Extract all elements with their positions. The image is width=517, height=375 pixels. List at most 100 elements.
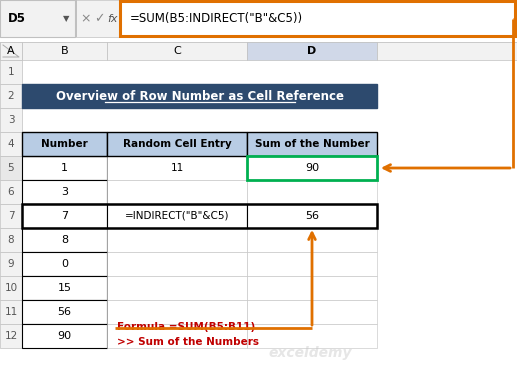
Text: Random Cell Entry: Random Cell Entry xyxy=(123,139,232,149)
FancyBboxPatch shape xyxy=(107,324,247,348)
FancyBboxPatch shape xyxy=(0,42,22,60)
Text: 4: 4 xyxy=(8,139,14,149)
Text: Overview of Row Number as Cell Reference: Overview of Row Number as Cell Reference xyxy=(55,90,343,102)
FancyBboxPatch shape xyxy=(0,276,517,300)
FancyBboxPatch shape xyxy=(22,300,107,324)
Text: 11: 11 xyxy=(171,163,184,173)
FancyBboxPatch shape xyxy=(247,132,377,156)
FancyBboxPatch shape xyxy=(0,276,22,300)
Text: 1: 1 xyxy=(61,163,68,173)
FancyBboxPatch shape xyxy=(107,252,247,276)
Text: =SUM(B5:INDIRECT("B"&C5)): =SUM(B5:INDIRECT("B"&C5)) xyxy=(130,12,303,25)
Text: Number: Number xyxy=(41,139,88,149)
FancyBboxPatch shape xyxy=(0,108,517,132)
FancyBboxPatch shape xyxy=(119,0,120,37)
FancyBboxPatch shape xyxy=(0,180,22,204)
Text: 0: 0 xyxy=(61,259,68,269)
FancyBboxPatch shape xyxy=(0,228,517,252)
FancyBboxPatch shape xyxy=(22,276,107,300)
FancyBboxPatch shape xyxy=(0,42,517,60)
FancyBboxPatch shape xyxy=(0,252,22,276)
Text: 8: 8 xyxy=(61,235,68,245)
FancyBboxPatch shape xyxy=(247,300,377,324)
Text: Formula =SUM(B5:B11): Formula =SUM(B5:B11) xyxy=(117,322,255,332)
Text: 3: 3 xyxy=(61,187,68,197)
FancyBboxPatch shape xyxy=(247,42,377,60)
FancyBboxPatch shape xyxy=(247,252,377,276)
Text: C: C xyxy=(173,46,181,56)
Text: 11: 11 xyxy=(4,307,18,317)
Text: 6: 6 xyxy=(8,187,14,197)
Text: 1: 1 xyxy=(8,67,14,77)
Text: ▼: ▼ xyxy=(63,14,69,23)
Text: B: B xyxy=(60,46,68,56)
FancyBboxPatch shape xyxy=(22,132,107,156)
Text: 56: 56 xyxy=(57,307,71,317)
Text: 7: 7 xyxy=(61,211,68,221)
Text: fx: fx xyxy=(107,13,117,24)
Text: 90: 90 xyxy=(305,163,319,173)
FancyBboxPatch shape xyxy=(75,0,77,37)
Text: D5: D5 xyxy=(8,12,26,25)
FancyBboxPatch shape xyxy=(0,204,22,228)
Text: D: D xyxy=(308,46,316,56)
FancyBboxPatch shape xyxy=(0,228,22,252)
Text: ✓: ✓ xyxy=(94,12,104,25)
Text: >> Sum of the Numbers: >> Sum of the Numbers xyxy=(117,337,259,347)
Text: 7: 7 xyxy=(8,211,14,221)
FancyBboxPatch shape xyxy=(22,228,107,252)
Text: ×: × xyxy=(81,12,91,25)
FancyBboxPatch shape xyxy=(0,324,22,348)
Text: 56: 56 xyxy=(305,211,319,221)
FancyBboxPatch shape xyxy=(0,180,517,204)
Text: Sum of the Number: Sum of the Number xyxy=(255,139,369,149)
FancyBboxPatch shape xyxy=(247,228,377,252)
FancyBboxPatch shape xyxy=(107,300,247,324)
FancyBboxPatch shape xyxy=(22,180,107,204)
FancyBboxPatch shape xyxy=(0,300,22,324)
FancyBboxPatch shape xyxy=(247,180,377,204)
FancyBboxPatch shape xyxy=(22,156,107,180)
FancyBboxPatch shape xyxy=(0,300,517,324)
FancyBboxPatch shape xyxy=(22,42,107,60)
FancyBboxPatch shape xyxy=(120,1,515,36)
FancyBboxPatch shape xyxy=(107,204,247,228)
FancyBboxPatch shape xyxy=(107,276,247,300)
Text: 2: 2 xyxy=(8,91,14,101)
FancyBboxPatch shape xyxy=(22,84,377,108)
FancyBboxPatch shape xyxy=(247,156,377,180)
FancyBboxPatch shape xyxy=(0,42,22,60)
FancyBboxPatch shape xyxy=(0,204,517,228)
FancyBboxPatch shape xyxy=(107,42,247,60)
Text: 3: 3 xyxy=(8,115,14,125)
FancyBboxPatch shape xyxy=(0,60,517,84)
Text: 10: 10 xyxy=(5,283,18,293)
Text: =INDIRECT("B"&C5): =INDIRECT("B"&C5) xyxy=(125,211,229,221)
Text: 15: 15 xyxy=(57,283,71,293)
FancyBboxPatch shape xyxy=(0,252,517,276)
FancyBboxPatch shape xyxy=(107,180,247,204)
FancyBboxPatch shape xyxy=(377,42,517,60)
FancyBboxPatch shape xyxy=(247,276,377,300)
FancyBboxPatch shape xyxy=(0,156,22,180)
FancyBboxPatch shape xyxy=(247,204,377,228)
FancyBboxPatch shape xyxy=(107,132,247,156)
FancyBboxPatch shape xyxy=(0,0,75,37)
FancyBboxPatch shape xyxy=(247,324,377,348)
FancyBboxPatch shape xyxy=(0,108,22,132)
FancyBboxPatch shape xyxy=(0,132,22,156)
FancyBboxPatch shape xyxy=(0,132,517,156)
Text: 5: 5 xyxy=(8,163,14,173)
FancyBboxPatch shape xyxy=(0,84,22,108)
FancyBboxPatch shape xyxy=(0,156,517,180)
FancyBboxPatch shape xyxy=(22,252,107,276)
FancyBboxPatch shape xyxy=(0,324,517,348)
FancyBboxPatch shape xyxy=(107,156,247,180)
Text: exceldemy: exceldemy xyxy=(268,346,352,360)
FancyBboxPatch shape xyxy=(0,0,517,37)
FancyBboxPatch shape xyxy=(107,228,247,252)
Text: 9: 9 xyxy=(8,259,14,269)
FancyBboxPatch shape xyxy=(0,84,517,108)
Text: 90: 90 xyxy=(57,331,71,341)
Text: A: A xyxy=(7,46,15,56)
